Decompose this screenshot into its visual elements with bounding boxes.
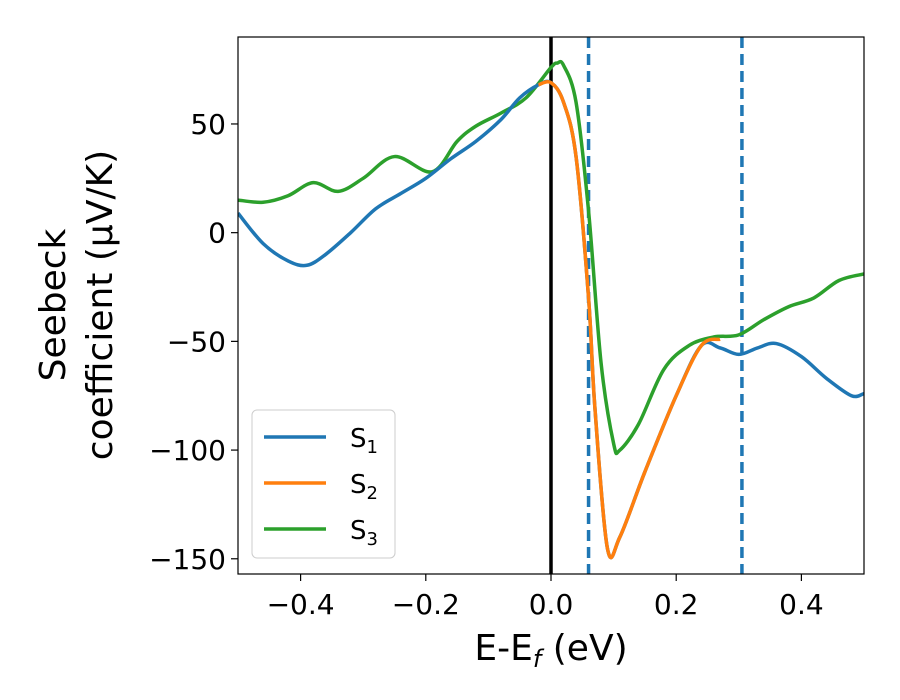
y-tick-label: 50	[190, 108, 226, 141]
x-axis-label: E-Ef (eV)	[474, 628, 627, 673]
x-tick-label: 0.0	[529, 588, 574, 621]
vertical-reference-lines	[549, 37, 744, 574]
legend-label-s3: S3	[350, 516, 378, 550]
x-axis-ticks: −0.4 −0.2 0.0 0.2 0.4	[267, 574, 824, 621]
legend-label-s2: S2	[350, 470, 378, 504]
y-axis-label-line1: Seebeck	[33, 228, 74, 381]
x-tick-label: −0.4	[267, 588, 335, 621]
series-line-s3	[238, 59, 864, 456]
y-axis-label: Seebeck coefficient (μV/K)	[33, 150, 121, 460]
legend-label-s1: S1	[350, 424, 378, 458]
series-lines	[238, 59, 864, 560]
x-tick-label: 0.2	[654, 588, 699, 621]
x-tick-label: −0.2	[392, 588, 460, 621]
y-axis-ticks: −150 −100 −50 0 50	[149, 108, 238, 576]
legend: S1 S2 S3	[251, 409, 396, 559]
y-tick-label: −150	[149, 543, 226, 576]
y-axis-label-line2: coefficient (μV/K)	[80, 150, 121, 460]
y-tick-label: −50	[167, 325, 226, 358]
y-tick-label: −100	[149, 434, 226, 467]
series-line-s2	[537, 79, 721, 560]
y-tick-label: 0	[208, 217, 226, 250]
x-tick-label: 0.4	[779, 588, 824, 621]
